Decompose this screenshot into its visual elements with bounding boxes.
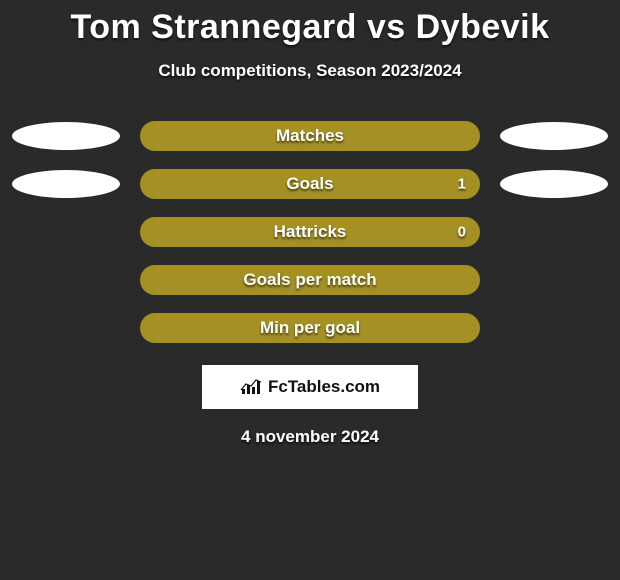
stat-bar-goals: Goals 1 [140, 169, 480, 199]
page-title: Tom Strannegard vs Dybevik [0, 0, 620, 47]
stat-bar-value: 1 [458, 176, 466, 193]
right-ellipse [500, 122, 608, 150]
stat-bar-value: 0 [458, 224, 466, 241]
stat-row: Goals 1 [0, 169, 620, 199]
fctables-logo: FcTables.com [202, 365, 418, 409]
left-ellipse [12, 170, 120, 198]
stat-bar-label: Matches [276, 126, 344, 146]
stat-row: Matches [0, 121, 620, 151]
stat-row: Hattricks 0 [0, 217, 620, 247]
bar-chart-icon [240, 378, 262, 396]
stat-row: Goals per match [0, 265, 620, 295]
stat-bar-matches: Matches [140, 121, 480, 151]
left-ellipse [12, 122, 120, 150]
logo-text: FcTables.com [268, 377, 380, 397]
comparison-card: Tom Strannegard vs Dybevik Club competit… [0, 0, 620, 580]
stat-bar-label: Min per goal [260, 318, 360, 338]
stat-bar-label: Goals per match [243, 270, 376, 290]
stat-bar-goals-per-match: Goals per match [140, 265, 480, 295]
right-ellipse [500, 170, 608, 198]
stat-row: Min per goal [0, 313, 620, 343]
stat-bar-label: Hattricks [274, 222, 347, 242]
subtitle: Club competitions, Season 2023/2024 [0, 61, 620, 81]
date-label: 4 november 2024 [0, 427, 620, 447]
stat-bar-hattricks: Hattricks 0 [140, 217, 480, 247]
stat-bar-label: Goals [286, 174, 333, 194]
stat-rows: Matches Goals 1 Hattricks 0 Goals [0, 121, 620, 343]
stat-bar-min-per-goal: Min per goal [140, 313, 480, 343]
